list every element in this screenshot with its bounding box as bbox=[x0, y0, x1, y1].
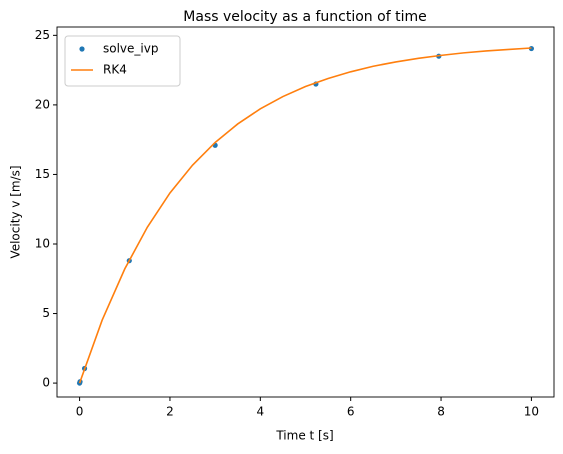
y-axis-label: Velocity v [m/s] bbox=[9, 165, 23, 258]
y-tick-label: 25 bbox=[35, 28, 50, 42]
y-tick-label: 10 bbox=[35, 236, 50, 250]
y-tick-label: 0 bbox=[42, 376, 50, 390]
x-tick-label: 4 bbox=[256, 405, 264, 419]
x-tick-label: 6 bbox=[347, 405, 355, 419]
x-tick-label: 8 bbox=[437, 405, 445, 419]
y-tick-label: 15 bbox=[35, 167, 50, 181]
legend-label: RK4 bbox=[103, 63, 127, 77]
line bbox=[78, 47, 532, 384]
legend-label: solve_ivp bbox=[103, 42, 158, 56]
x-tick-label: 2 bbox=[166, 405, 174, 419]
plot-frame bbox=[56, 26, 555, 398]
legend-marker bbox=[79, 46, 85, 52]
chart-title: Mass velocity as a function of time bbox=[183, 9, 426, 25]
y-tick-label: 20 bbox=[35, 97, 50, 111]
x-axis-label: Time t [s] bbox=[275, 429, 333, 443]
x-tick-label: 10 bbox=[524, 405, 539, 419]
y-tick-label: 5 bbox=[42, 306, 50, 320]
x-tick-label: 0 bbox=[76, 405, 84, 419]
legend-box bbox=[64, 35, 181, 87]
